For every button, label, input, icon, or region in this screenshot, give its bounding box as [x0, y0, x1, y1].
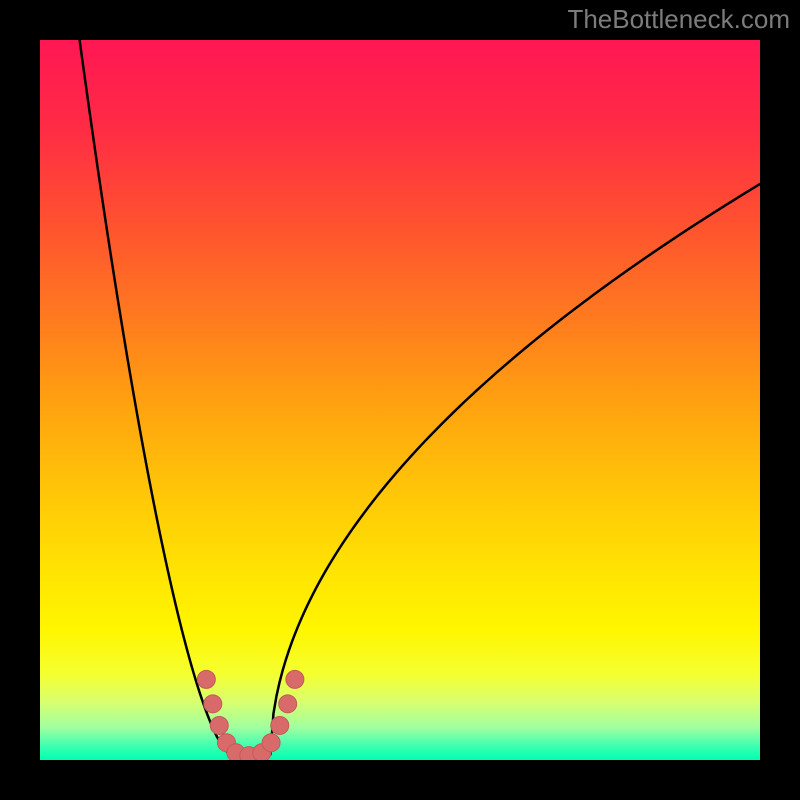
marker-point: [279, 695, 297, 713]
marker-point: [286, 670, 304, 688]
marker-point: [271, 716, 289, 734]
marker-point: [262, 734, 280, 752]
plot-area: [40, 40, 760, 760]
curve-left-branch: [80, 40, 231, 754]
figure-container: TheBottleneck.com: [0, 0, 800, 800]
marker-group: [197, 670, 304, 760]
marker-point: [204, 695, 222, 713]
curve-layer: [40, 40, 760, 760]
marker-point: [197, 670, 215, 688]
marker-point: [210, 716, 228, 734]
watermark-text: TheBottleneck.com: [567, 4, 790, 35]
curve-right-branch: [270, 184, 760, 754]
